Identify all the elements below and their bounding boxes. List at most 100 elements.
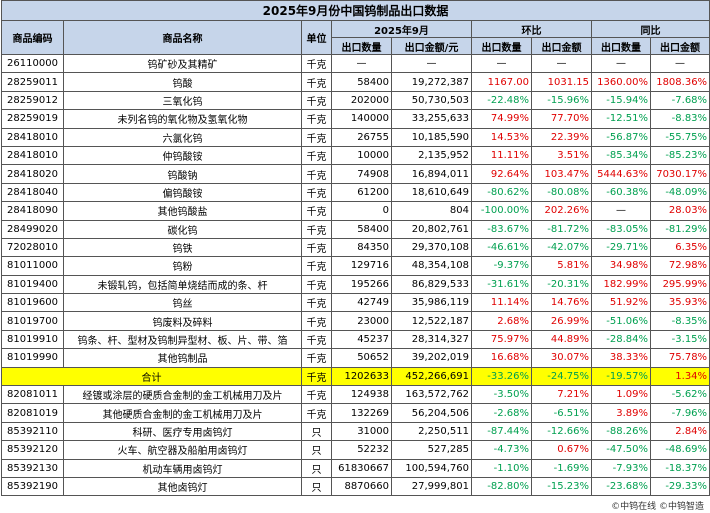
cell: 1.09% <box>591 385 651 405</box>
cell: 3.51% <box>531 145 592 166</box>
cell: 16.68% <box>471 348 532 368</box>
cell: 163,572,762 <box>391 385 472 405</box>
cell: 未列名钨的氧化物及氢氧化物 <box>63 109 302 129</box>
cell: 39,202,019 <box>391 348 472 368</box>
cell: -3.50% <box>471 385 532 405</box>
cell: 只 <box>301 458 332 478</box>
cell: 12,522,187 <box>391 311 472 331</box>
row: 28418010 六氯化钨 千克 26755 10,185,590 14.53% 22.39… <box>1 127 710 147</box>
cell: 1808.36% <box>649 72 710 92</box>
cell: 58400 <box>331 72 392 92</box>
cell: -15.96% <box>531 90 592 111</box>
cell: 16,894,011 <box>391 164 472 184</box>
cell: 86,829,533 <box>391 274 472 295</box>
cell: 28418010 <box>1 145 64 166</box>
cell: 35,986,119 <box>391 293 472 313</box>
cell: 52232 <box>331 440 392 460</box>
cell: 74908 <box>331 164 392 184</box>
cell: 钨废料及碎料 <box>63 311 302 331</box>
row: 85392110 科研、医疗专用卤钨灯只 31000 2,250,511 -87.44%… <box>1 421 710 442</box>
cell: 千克 <box>301 109 332 129</box>
cell: 28418010 <box>1 127 64 147</box>
row: 28259011 钨酸 千克 58400 19,272,387 1167.00 1031.1… <box>1 72 710 92</box>
cell: 钨条、杆、型材及钨制异型材、板、片、带、箔 <box>63 329 302 350</box>
cell: 85392120 <box>1 440 64 460</box>
cell: -7.93% <box>591 458 651 478</box>
cell: 其他钨制品 <box>63 348 302 368</box>
cell: -83.67% <box>471 219 532 239</box>
cell: — <box>531 53 592 74</box>
cell: 千克 <box>301 237 332 258</box>
cell: 28418040 <box>1 182 64 203</box>
header: 环比 <box>471 20 592 38</box>
cell: -15.23% <box>531 476 592 497</box>
row: 26110000 钨矿砂及其精矿 千克 — — — — — — <box>1 53 710 74</box>
cell: 7.21% <box>531 385 592 405</box>
cell: -60.38% <box>591 182 651 203</box>
row: 85392120 火车、航空器及船舶用卤钨灯只 52232 527,285 -4.73%… <box>1 440 710 460</box>
cell: 72028010 <box>1 237 64 258</box>
cell: 机动车辆用卤钨灯 <box>63 458 302 478</box>
cell: 72.98% <box>649 256 710 276</box>
cell: -87.44% <box>471 421 532 442</box>
cell: 28499020 <box>1 219 64 239</box>
cell: -20.31% <box>531 274 592 295</box>
cell: 钨酸 <box>63 72 302 92</box>
cell: 31000 <box>331 421 392 442</box>
cell: -8.35% <box>649 311 710 331</box>
row: 81019990 其他钨制品 千克 50652 39,202,019 16.68% 30.0… <box>1 348 710 368</box>
cell: 18,610,649 <box>391 182 472 203</box>
cell: 26755 <box>331 127 392 147</box>
cell: 61830667 <box>331 458 392 478</box>
cell: 34.98% <box>591 256 651 276</box>
header: 出口金额/元 <box>391 37 472 55</box>
cell: 27,999,801 <box>391 476 472 497</box>
cell: 六氯化钨 <box>63 127 302 147</box>
cell: -83.05% <box>591 219 651 239</box>
export-table: 2025年9月份中国钨制品出口数据 商品编码 商品名称 单位 2025年9月 环… <box>0 0 710 497</box>
cell: 千克 <box>301 348 332 368</box>
row: 28418090 其他钨酸盐 千克 0 804 -100.00% 202.26% —28.03… <box>1 201 710 221</box>
cell: 2,250,511 <box>391 421 472 442</box>
cell: 81019990 <box>1 348 64 368</box>
cell: 84350 <box>331 237 392 258</box>
cell: 14.76% <box>531 293 592 313</box>
cell: -15.94% <box>591 90 651 111</box>
cell: -51.06% <box>591 311 651 331</box>
row: 81019700 钨废料及碎料 千克 23000 12,522,187 2.68% 26.9… <box>1 311 710 331</box>
cell: 28259019 <box>1 109 64 129</box>
cell: 195266 <box>331 274 392 295</box>
cell: 81019400 <box>1 274 64 295</box>
cell: 2.84% <box>649 421 710 442</box>
cell: -47.50% <box>591 440 651 460</box>
cell: -82.80% <box>471 476 532 497</box>
cell: -1.69% <box>531 458 592 478</box>
cell: 81019700 <box>1 311 64 331</box>
cell: 30.07% <box>531 348 592 368</box>
cell: 129716 <box>331 256 392 276</box>
cell: 202.26% <box>531 201 592 221</box>
row: 81019600 钨丝 千克 42749 35,986,119 11.14% 14.76% 5… <box>1 293 710 313</box>
cell: 81019910 <box>1 329 64 350</box>
header: 商品编码 <box>1 20 64 55</box>
cell: 千克 <box>301 366 332 387</box>
cell: -6.51% <box>531 403 592 423</box>
cell: 偏钨酸铵 <box>63 182 302 203</box>
cell: -31.61% <box>471 274 532 295</box>
cell: 千克 <box>301 256 332 276</box>
cell: 5.81% <box>531 256 592 276</box>
cell: 20,802,761 <box>391 219 472 239</box>
total-row: 合计 千克 1202633 452,266,691 -33.26% -24.75% -19.… <box>1 366 710 387</box>
row: 82081019 其他硬质合金制的金工机械用刀及片 千克 132269 56,204,5… <box>1 403 710 423</box>
cell: 科研、医疗专用卤钨灯 <box>63 421 302 442</box>
cell: 2,135,952 <box>391 145 472 166</box>
cell: -12.66% <box>531 421 592 442</box>
row: 85392130 机动车辆用卤钨灯只 61830667 100,594,760 -1.1… <box>1 458 710 478</box>
cell: — <box>649 53 710 74</box>
cell: -33.26% <box>471 366 532 387</box>
cell: -1.10% <box>471 458 532 478</box>
cell: 碳化钨 <box>63 219 302 239</box>
header: 同比 <box>590 20 710 38</box>
cell: -85.23% <box>649 145 710 166</box>
row: 82081011 经镀或涂层的硬质合金制的金工机械用刀及片 千克 124938 163,… <box>1 385 710 405</box>
